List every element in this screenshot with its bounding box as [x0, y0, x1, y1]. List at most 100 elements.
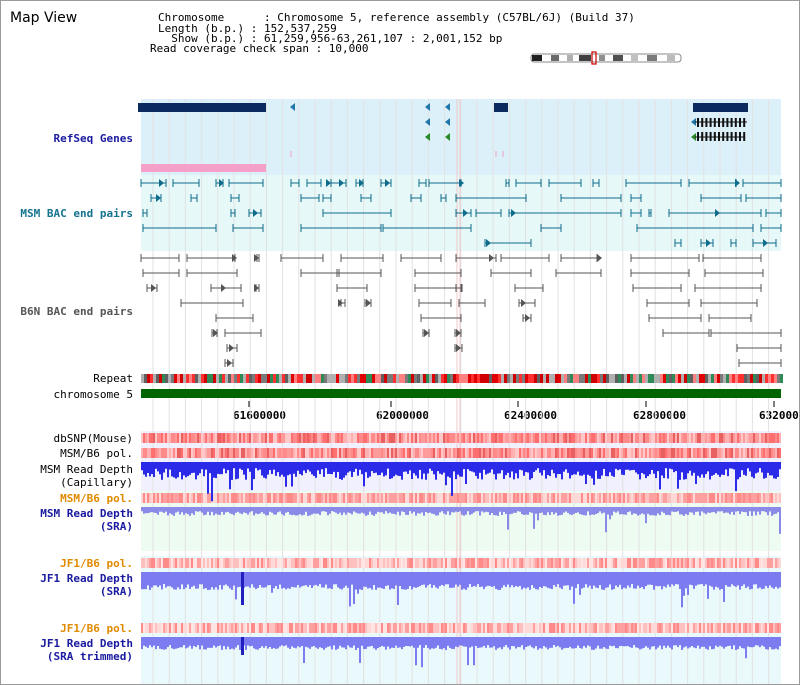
- snp-density-cell: [277, 558, 279, 568]
- snp-density-cell: [415, 623, 417, 633]
- depth-bar: [159, 507, 161, 512]
- depth-bar: [247, 572, 249, 587]
- snp-density-cell: [663, 493, 665, 503]
- snp-density-cell: [241, 433, 243, 443]
- depth-bar: [565, 462, 567, 470]
- depth-bar: [175, 507, 177, 513]
- snp-density-cell: [769, 493, 771, 503]
- depth-bar: [625, 462, 627, 470]
- snp-density-cell: [273, 493, 275, 503]
- label-line: MSM Read Depth: [40, 507, 133, 520]
- snp-density-cell: [437, 448, 439, 458]
- snp-density-cell: [737, 433, 739, 443]
- snp-density-cell: [373, 433, 375, 443]
- snp-density-cell: [521, 558, 523, 568]
- depth-bar: [227, 572, 229, 587]
- depth-bar: [363, 637, 365, 650]
- repeat-mark: [774, 374, 777, 383]
- depth-bar: [393, 572, 395, 590]
- depth-bar: [213, 507, 215, 516]
- snp-density-cell: [219, 623, 221, 633]
- snp-density-cell: [677, 623, 679, 633]
- depth-bar: [485, 462, 487, 475]
- repeat-mark: [351, 374, 354, 383]
- snp-density-cell: [721, 448, 723, 458]
- depth-bar: [509, 507, 511, 515]
- depth-bar: [215, 462, 217, 479]
- snp-density-cell: [683, 493, 685, 503]
- snp-density-cell: [521, 623, 523, 633]
- snp-density-cell: [713, 448, 715, 458]
- msm-bac-arrow: [359, 179, 364, 187]
- depth-bar: [403, 507, 405, 512]
- depth-bar: [381, 462, 383, 473]
- snp-density-cell: [671, 433, 673, 443]
- snp-density-cell: [755, 448, 757, 458]
- snp-density-cell: [143, 623, 145, 633]
- repeat-mark: [186, 374, 189, 383]
- snp-density-cell: [773, 433, 775, 443]
- depth-bar: [769, 462, 771, 476]
- depth-bar: [399, 462, 401, 477]
- depth-bar: [263, 637, 265, 648]
- snp-density-cell: [705, 493, 707, 503]
- snp-density-cell: [439, 623, 441, 633]
- depth-bar: [395, 462, 397, 475]
- snp-density-cell: [505, 558, 507, 568]
- snp-density-cell: [297, 558, 299, 568]
- snp-density-cell: [447, 623, 449, 633]
- repeat-mark: [150, 374, 153, 383]
- depth-bar: [305, 572, 307, 586]
- snp-density-cell: [299, 558, 301, 568]
- snp-density-cell: [611, 448, 613, 458]
- current-region-marker: [591, 51, 597, 65]
- depth-bar: [597, 462, 599, 479]
- snp-density-cell: [539, 623, 541, 633]
- snp-density-cell: [269, 493, 271, 503]
- depth-bar: [743, 572, 745, 585]
- depth-bar: [573, 462, 575, 475]
- snp-density-cell: [425, 558, 427, 568]
- depth-bar: [143, 507, 145, 514]
- snp-density-cell: [147, 433, 149, 443]
- depth-bar: [199, 462, 201, 474]
- snp-density-cell: [723, 448, 725, 458]
- snp-density-cell: [703, 448, 705, 458]
- snp-density-cell: [261, 448, 263, 458]
- refseq-gene-arrow: [691, 118, 696, 126]
- depth-bar: [751, 572, 753, 589]
- snp-density-cell: [707, 558, 709, 568]
- snp-density-cell: [143, 448, 145, 458]
- repeat-mark: [144, 374, 147, 383]
- snp-density-cell: [175, 433, 177, 443]
- snp-density-cell: [485, 493, 487, 503]
- snp-density-cell: [475, 433, 477, 443]
- snp-density-cell: [539, 433, 541, 443]
- depth-bar: [605, 462, 607, 477]
- snp-density-cell: [437, 493, 439, 503]
- snp-density-cell: [511, 623, 513, 633]
- snp-density-cell: [601, 623, 603, 633]
- snp-density-cell: [357, 433, 359, 443]
- depth-bar: [711, 572, 713, 587]
- depth-bar: [521, 572, 523, 590]
- depth-bar: [513, 507, 515, 513]
- depth-bar: [659, 507, 661, 516]
- depth-bar: [507, 637, 509, 648]
- snp-density-cell: [265, 623, 267, 633]
- depth-bar: [755, 507, 757, 516]
- msm-bac-arrow: [715, 209, 720, 217]
- snp-density-cell: [147, 558, 149, 568]
- depth-bar: [329, 462, 331, 474]
- repeat-mark: [207, 374, 210, 383]
- snp-density-cell: [503, 623, 505, 633]
- snp-density-cell: [391, 558, 393, 568]
- chromosome-ideogram[interactable]: [529, 51, 687, 67]
- depth-bar: [313, 507, 315, 514]
- depth-bar: [543, 572, 545, 587]
- depth-bar: [411, 572, 413, 590]
- snp-density-cell: [183, 623, 185, 633]
- depth-bar: [207, 637, 209, 648]
- repeat-mark: [624, 374, 627, 383]
